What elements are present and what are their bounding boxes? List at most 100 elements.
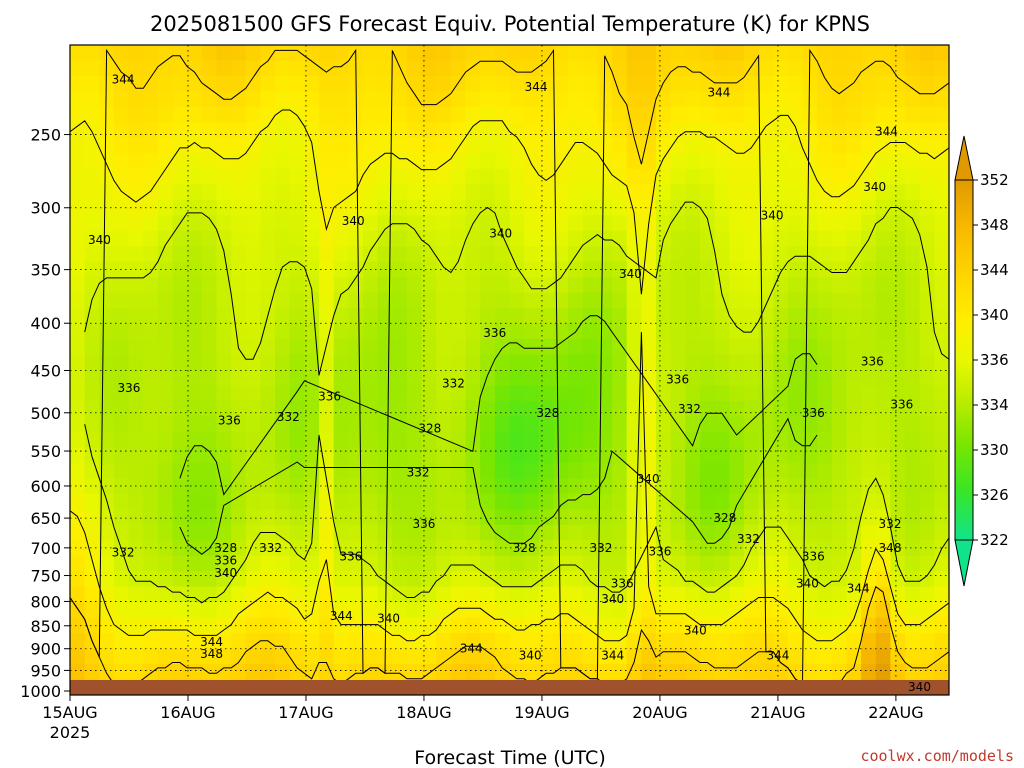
field-cell [875,215,891,232]
field-cell [406,509,423,526]
field-cell [758,571,774,588]
field-cell [568,602,584,619]
field-cell [714,246,730,263]
field-cell [348,323,364,340]
field-cell [275,60,291,77]
field-cell [450,493,467,510]
field-cell [143,308,159,325]
field-cell [685,447,701,464]
field-cell [509,122,525,139]
field-cell [70,400,86,418]
field-cell [905,137,921,154]
field-cell [363,215,379,232]
field-cell [113,633,130,650]
field-cell [641,75,657,93]
field-cell [524,416,540,433]
field-cell [861,664,877,681]
contour-label: 332 [112,545,135,559]
field-cell [612,555,628,572]
field-cell [890,308,906,325]
field-cell [494,106,511,123]
field-cell [831,60,848,77]
field-cell [421,524,437,541]
field-cell [641,370,657,387]
contour-label: 332 [589,541,612,555]
field-cell [670,571,686,588]
field-cell [905,571,921,588]
field-cell [70,617,86,634]
field-cell [568,509,584,526]
field-cell [699,153,716,170]
field-cell [524,493,540,510]
field-cell [421,60,437,77]
field-cell [802,385,818,402]
field-cell [187,45,203,62]
field-cell [787,648,804,665]
field-cell [201,617,218,634]
field-cell [773,292,789,309]
field-cell [626,168,642,185]
field-cell [348,215,364,232]
field-cell [582,586,598,603]
field-cell [377,106,393,123]
field-cell [509,509,525,526]
field-cell [275,400,291,418]
field-cell [172,648,188,665]
field-cell [289,431,305,448]
field-cell [363,277,379,294]
field-cell [172,308,188,325]
field-cell [875,416,891,433]
field-cell [905,91,921,108]
field-cell [861,184,877,201]
field-cell [612,45,628,62]
field-cell [597,431,613,448]
field-cell [304,493,320,510]
field-cell [70,91,86,108]
field-cell [84,137,100,154]
field-cell [377,122,393,139]
field-cell [509,478,525,495]
field-cell [172,277,188,294]
field-cell [729,339,745,356]
field-cell [333,447,349,464]
field-cell [377,323,393,340]
field-cell [143,230,159,247]
field-cell [685,571,701,588]
field-cell [348,555,364,572]
field-cell [157,633,174,650]
field-cell [494,462,511,479]
field-cell [70,75,86,93]
field-cell [919,215,935,232]
field-cell [743,524,760,541]
field-cell [568,292,584,309]
field-cell [70,354,86,371]
field-cell [670,478,686,495]
field-cell [538,122,555,139]
field-cell [553,416,569,433]
field-cell [582,493,598,510]
field-cell [714,323,730,340]
field-cell [333,370,349,387]
field-cell [392,230,408,247]
field-cell [465,478,481,495]
field-cell [743,122,760,139]
field-cell [480,400,496,418]
field-cell [685,199,701,216]
field-cell [450,277,467,294]
field-cell [406,540,423,557]
field-cell [333,215,349,232]
credit-link[interactable]: coolwx.com/models [860,747,1014,765]
field-cell [377,493,393,510]
field-cell [128,45,144,62]
field-cell [934,416,949,433]
field-cell [553,602,569,619]
field-cell [333,184,349,201]
field-cell [509,571,525,588]
field-cell [831,277,848,294]
field-cell [494,122,511,139]
field-cell [670,215,686,232]
field-cell [377,168,393,185]
field-cell [685,400,701,418]
field-cell [612,153,628,170]
field-cell [113,602,130,619]
